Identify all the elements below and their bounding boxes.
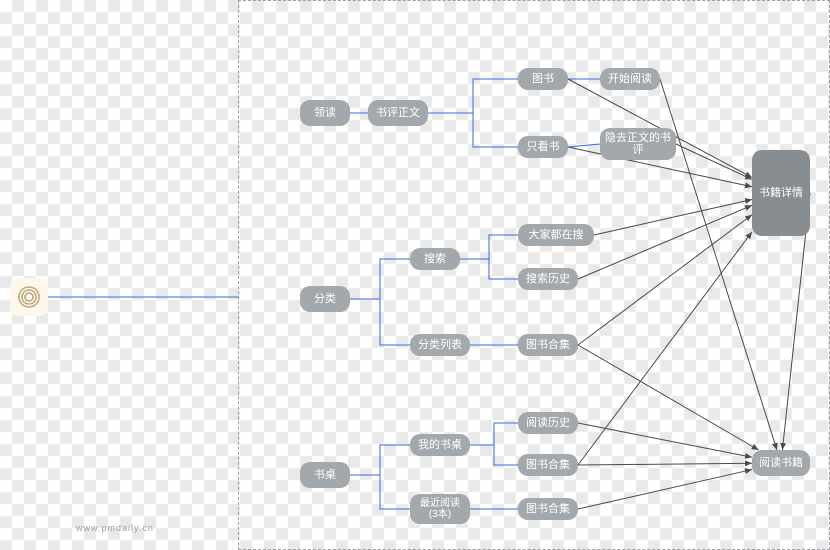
node-yinqu: 隐去正文的书评 bbox=[600, 128, 676, 160]
node-fenlei: 分类 bbox=[300, 286, 350, 312]
app-logo-icon bbox=[10, 278, 48, 316]
node-soulishi: 搜索历史 bbox=[518, 268, 578, 290]
node-tushu: 图书 bbox=[518, 68, 568, 90]
node-dasou: 大家都在搜 bbox=[518, 224, 594, 246]
node-shuping: 书评正文 bbox=[368, 100, 428, 126]
node-fenleiliebiao: 分类列表 bbox=[410, 334, 470, 356]
node-yuedu: 阅读书籍 bbox=[752, 450, 810, 476]
node-zuijin: 最近阅读 (3本) bbox=[410, 494, 470, 524]
node-zhikanshu: 只看书 bbox=[518, 136, 568, 158]
node-sousuo: 搜索 bbox=[410, 248, 460, 270]
node-lingdu: 领读 bbox=[300, 100, 350, 126]
node-heji2: 图书合集 bbox=[518, 454, 578, 476]
node-shuzhuo: 书桌 bbox=[300, 462, 350, 488]
diagram-canvas: 领读书评正文图书开始阅读只看书隐去正文的书评分类搜索大家都在搜搜索历史分类列表图… bbox=[0, 0, 830, 550]
node-wodeshuzhuo: 我的书桌 bbox=[410, 434, 470, 456]
node-yuedulishi: 阅读历史 bbox=[518, 412, 578, 434]
node-heji3: 图书合集 bbox=[518, 498, 578, 520]
node-xiangqing: 书籍详情 bbox=[752, 150, 810, 236]
node-heji1: 图书合集 bbox=[518, 334, 578, 356]
node-kaishi: 开始阅读 bbox=[600, 68, 660, 90]
